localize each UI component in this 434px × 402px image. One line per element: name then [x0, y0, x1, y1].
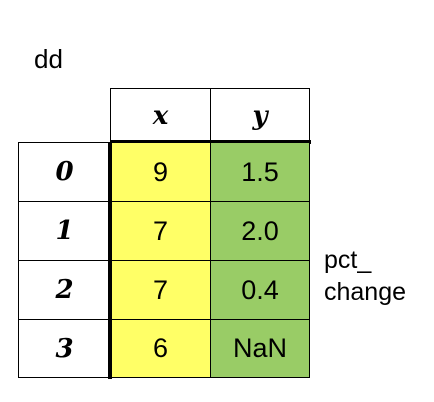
row-index-3: 3 — [18, 319, 110, 378]
pct-change-label: pct_ change — [324, 244, 406, 308]
pct-change-label-line1: pct_ — [324, 246, 372, 274]
cell-x-0: 9 — [110, 142, 210, 201]
dataframe-title: dd — [34, 44, 63, 74]
column-header-x: x — [110, 88, 210, 142]
row-index-0: 0 — [18, 142, 110, 201]
cell-y-3: NaN — [210, 319, 310, 378]
column-header-y: y — [210, 88, 310, 142]
cell-y-0: 1.5 — [210, 142, 310, 201]
cell-x-2: 7 — [110, 260, 210, 319]
cell-y-1: 2.0 — [210, 201, 310, 260]
cell-x-3: 6 — [110, 319, 210, 378]
row-index-2: 2 — [18, 260, 110, 319]
row-index-1: 1 — [18, 201, 110, 260]
cell-x-1: 7 — [110, 201, 210, 260]
cell-y-2: 0.4 — [210, 260, 310, 319]
pct-change-label-line2: change — [324, 278, 407, 306]
index-rule — [108, 142, 112, 379]
